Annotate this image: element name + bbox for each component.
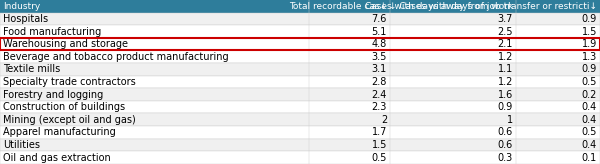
Text: 2.4: 2.4 bbox=[371, 90, 387, 100]
Text: 1.3: 1.3 bbox=[582, 52, 597, 62]
Text: 0.6: 0.6 bbox=[498, 127, 513, 137]
FancyBboxPatch shape bbox=[0, 126, 600, 139]
Text: 1.1: 1.1 bbox=[498, 64, 513, 74]
Text: Forestry and logging: Forestry and logging bbox=[3, 90, 103, 100]
Text: 1.5: 1.5 bbox=[371, 140, 387, 150]
Text: 1.5: 1.5 bbox=[581, 27, 597, 37]
Text: 0.4: 0.4 bbox=[582, 102, 597, 112]
Text: Mining (except oil and gas): Mining (except oil and gas) bbox=[3, 115, 136, 125]
Text: 0.3: 0.3 bbox=[498, 153, 513, 163]
FancyBboxPatch shape bbox=[0, 13, 600, 25]
Text: 3.7: 3.7 bbox=[497, 14, 513, 24]
Text: 5.1: 5.1 bbox=[371, 27, 387, 37]
Text: Specialty trade contractors: Specialty trade contractors bbox=[3, 77, 136, 87]
Text: Cases with days away from work: Cases with days away from work bbox=[365, 2, 513, 11]
FancyBboxPatch shape bbox=[0, 113, 600, 126]
Text: Textile mills: Textile mills bbox=[3, 64, 60, 74]
Text: 1.9: 1.9 bbox=[582, 39, 597, 49]
FancyBboxPatch shape bbox=[0, 151, 600, 164]
Text: 2.5: 2.5 bbox=[497, 27, 513, 37]
Text: ↓ Cases with days of job transfer or restricti↓: ↓ Cases with days of job transfer or res… bbox=[389, 2, 597, 11]
FancyBboxPatch shape bbox=[0, 38, 600, 50]
FancyBboxPatch shape bbox=[0, 25, 600, 38]
Text: 0.9: 0.9 bbox=[582, 14, 597, 24]
Text: 4.8: 4.8 bbox=[372, 39, 387, 49]
Text: 1.2: 1.2 bbox=[497, 52, 513, 62]
Text: 2: 2 bbox=[381, 115, 387, 125]
FancyBboxPatch shape bbox=[0, 101, 600, 113]
Text: Apparel manufacturing: Apparel manufacturing bbox=[3, 127, 116, 137]
Text: 7.6: 7.6 bbox=[371, 14, 387, 24]
Text: 1.6: 1.6 bbox=[498, 90, 513, 100]
Text: Total recordable cas↓: Total recordable cas↓ bbox=[289, 2, 387, 11]
FancyBboxPatch shape bbox=[0, 139, 600, 151]
Text: 0.9: 0.9 bbox=[498, 102, 513, 112]
Text: Oil and gas extraction: Oil and gas extraction bbox=[3, 153, 111, 163]
Text: 1.2: 1.2 bbox=[497, 77, 513, 87]
Text: 1: 1 bbox=[507, 115, 513, 125]
FancyBboxPatch shape bbox=[0, 76, 600, 88]
Text: Beverage and tobacco product manufacturing: Beverage and tobacco product manufacturi… bbox=[3, 52, 229, 62]
Text: 0.4: 0.4 bbox=[582, 115, 597, 125]
Text: Food manufacturing: Food manufacturing bbox=[3, 27, 101, 37]
Text: Construction of buildings: Construction of buildings bbox=[3, 102, 125, 112]
Text: 3.1: 3.1 bbox=[372, 64, 387, 74]
Text: 2.8: 2.8 bbox=[371, 77, 387, 87]
Text: 1.7: 1.7 bbox=[371, 127, 387, 137]
FancyBboxPatch shape bbox=[0, 50, 600, 63]
Text: 3.5: 3.5 bbox=[371, 52, 387, 62]
Text: Warehousing and storage: Warehousing and storage bbox=[3, 39, 128, 49]
Text: 0.5: 0.5 bbox=[581, 77, 597, 87]
Text: 0.6: 0.6 bbox=[498, 140, 513, 150]
FancyBboxPatch shape bbox=[0, 63, 600, 76]
Text: 2.3: 2.3 bbox=[371, 102, 387, 112]
Text: 0.1: 0.1 bbox=[582, 153, 597, 163]
FancyBboxPatch shape bbox=[0, 88, 600, 101]
Text: 0.2: 0.2 bbox=[581, 90, 597, 100]
FancyBboxPatch shape bbox=[0, 0, 600, 13]
Text: 2.1: 2.1 bbox=[497, 39, 513, 49]
Text: Industry: Industry bbox=[3, 2, 40, 11]
Text: 0.5: 0.5 bbox=[581, 127, 597, 137]
Text: Hospitals: Hospitals bbox=[3, 14, 48, 24]
Text: 0.5: 0.5 bbox=[371, 153, 387, 163]
Text: 0.4: 0.4 bbox=[582, 140, 597, 150]
Text: 0.9: 0.9 bbox=[582, 64, 597, 74]
Text: Utilities: Utilities bbox=[3, 140, 40, 150]
